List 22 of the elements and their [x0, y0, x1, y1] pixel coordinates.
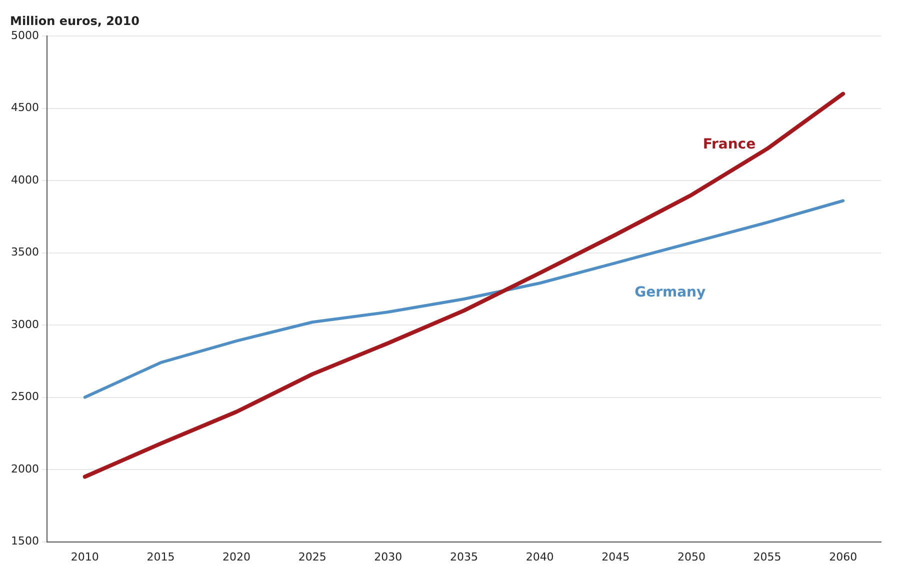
series-label: France: [702, 136, 756, 153]
y-axis-title: Million euros, 2010: [10, 14, 140, 28]
y-tick-label: 1500: [10, 534, 39, 548]
x-tick-label: 2050: [677, 550, 706, 564]
x-tick-label: 2040: [526, 550, 554, 564]
x-tick-label: 2010: [70, 550, 99, 564]
y-tick-label: 4500: [10, 101, 39, 114]
y-tick-label: 5000: [10, 28, 39, 42]
x-tick-label: 2045: [602, 550, 630, 564]
series-label: Germany: [634, 284, 706, 301]
x-tick-label: 2055: [753, 550, 782, 564]
x-tick-label: 2030: [374, 550, 402, 564]
x-tick-label: 2015: [146, 550, 175, 564]
y-tick-label: 2500: [10, 390, 39, 404]
y-tick-label: 2000: [10, 462, 39, 476]
x-tick-label: 2060: [829, 550, 858, 564]
x-tick-label: 2035: [450, 550, 478, 564]
y-tick-label: 3500: [10, 246, 39, 259]
y-tick-label: 4000: [10, 173, 39, 186]
x-tick-label: 2020: [222, 550, 251, 564]
y-tick-label: 3000: [10, 318, 39, 331]
x-tick-label: 2025: [298, 550, 326, 564]
